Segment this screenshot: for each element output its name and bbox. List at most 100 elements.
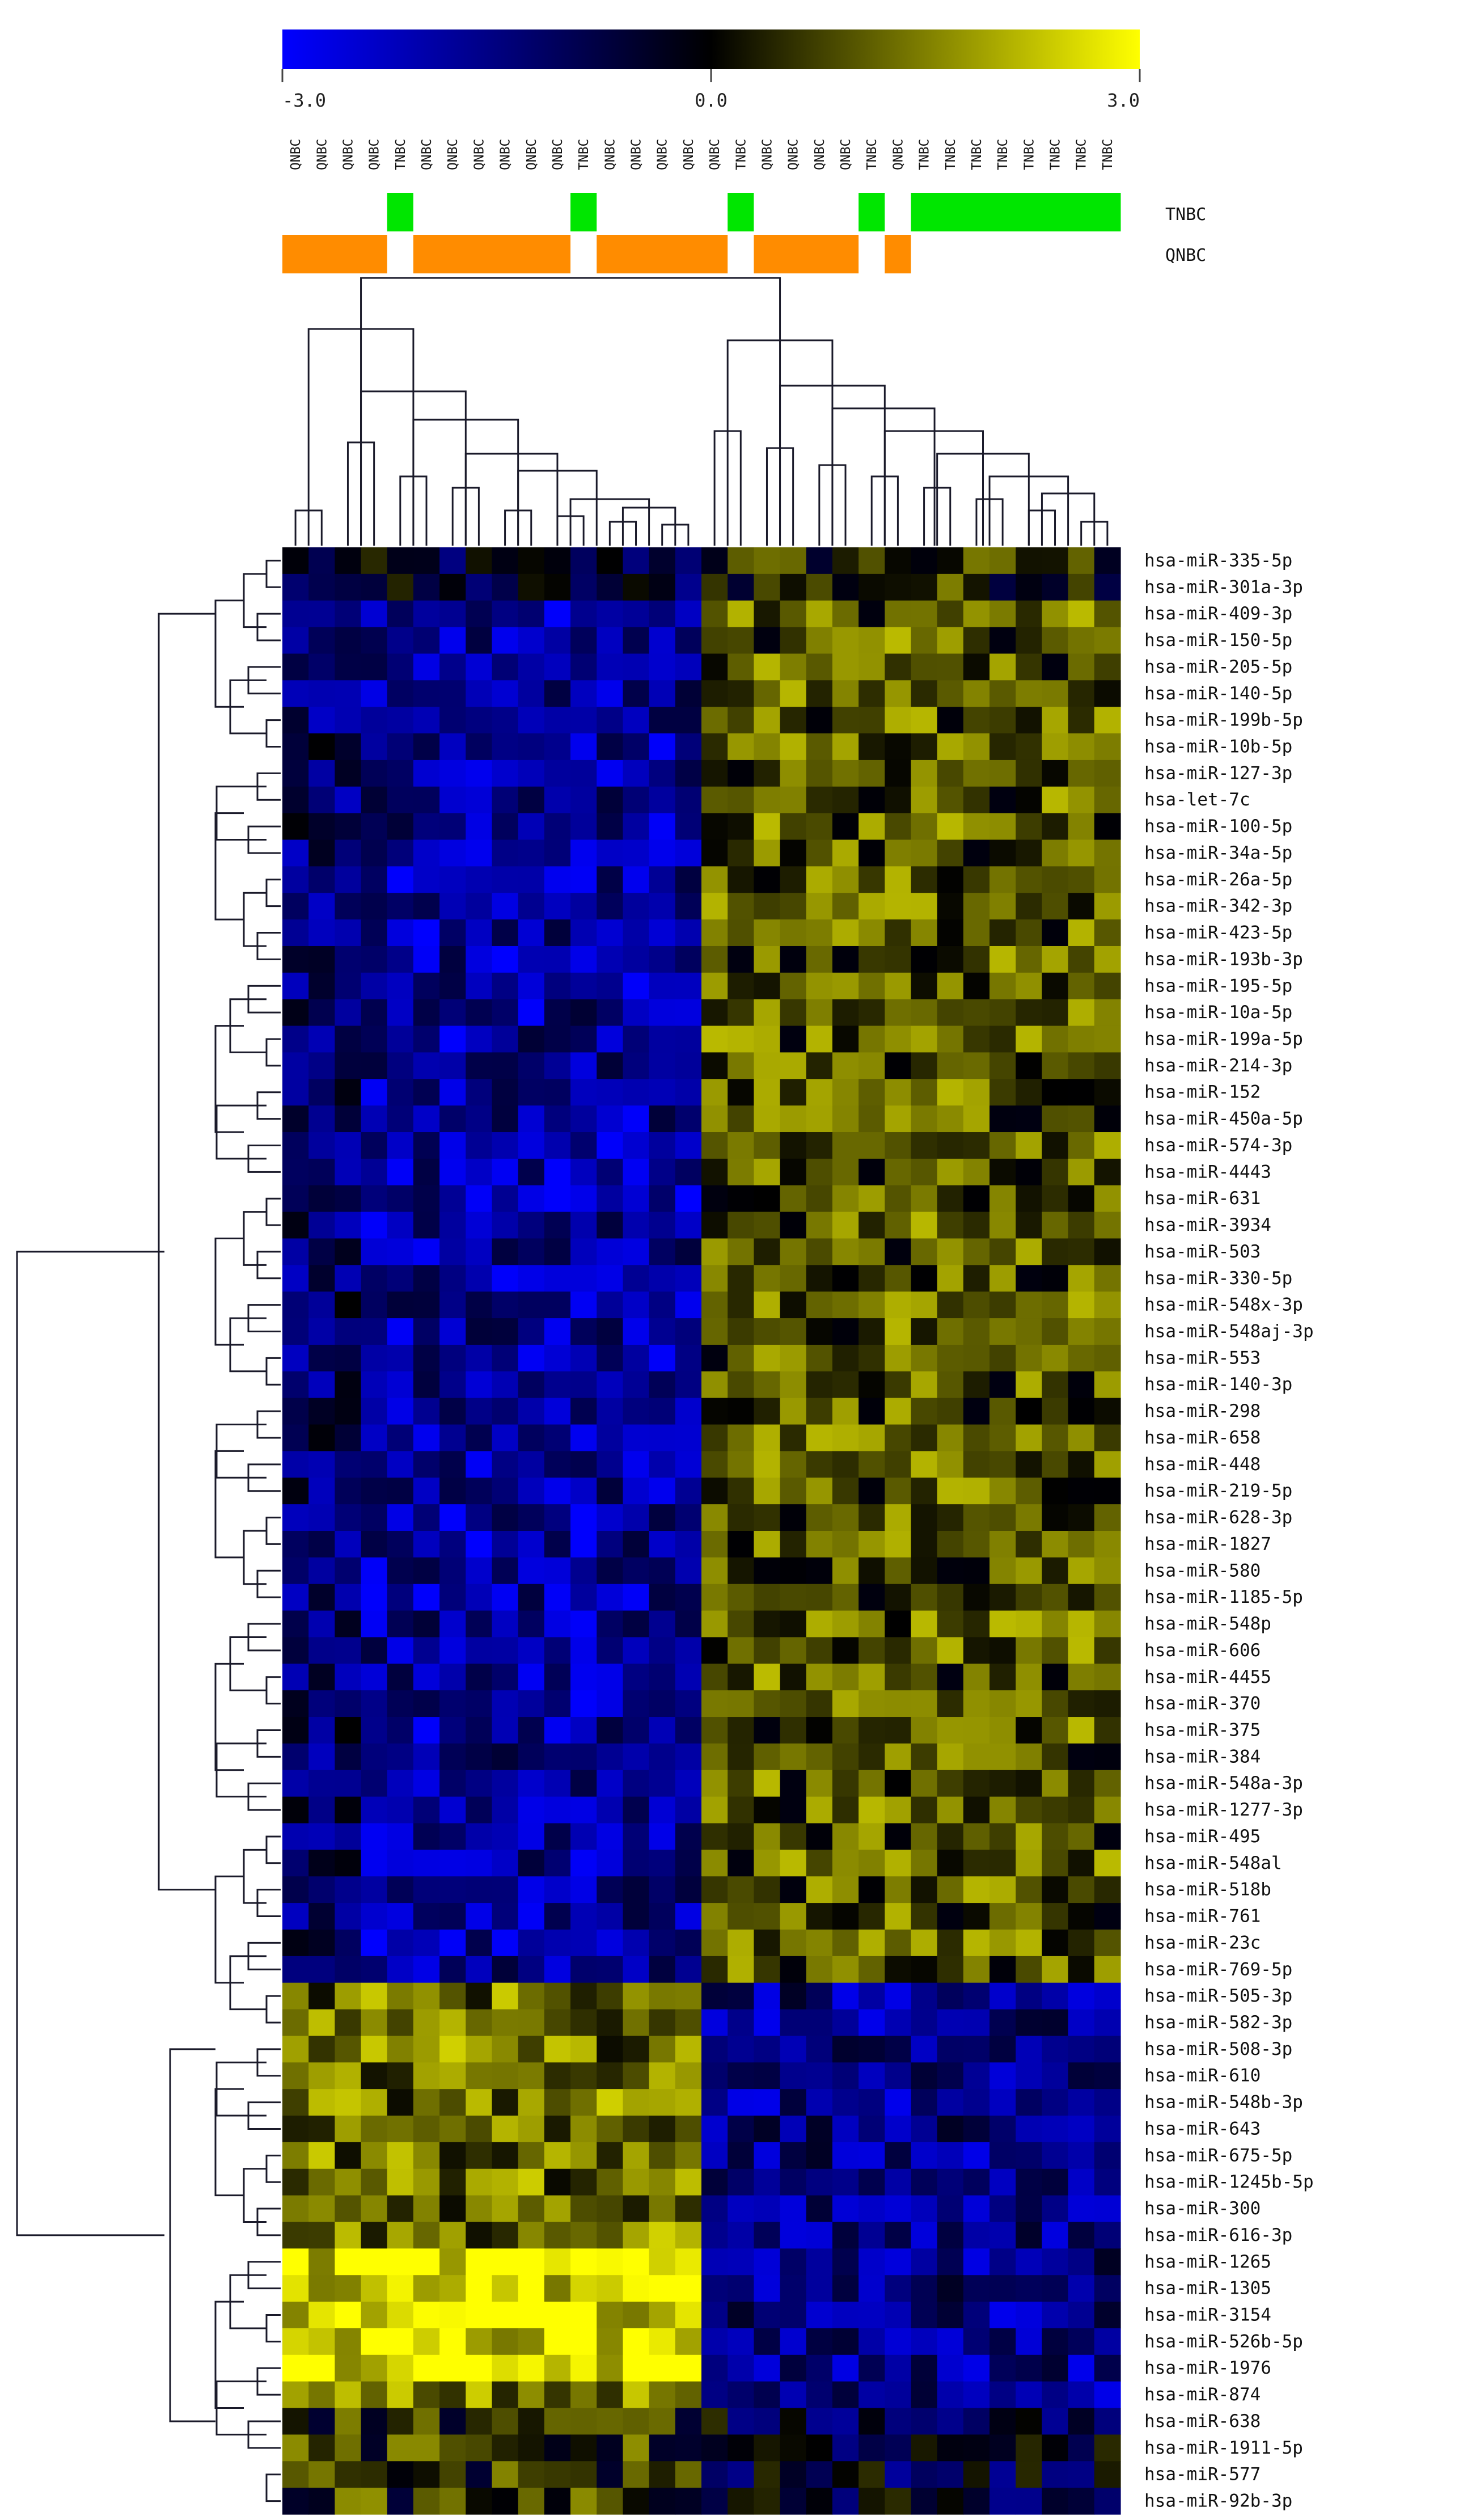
- heatmap-cell: [623, 1478, 650, 1505]
- heatmap-cell: [387, 813, 414, 841]
- heatmap-cell: [780, 945, 807, 973]
- heatmap-cell: [361, 1105, 388, 1133]
- gene-label: hsa-miR-553: [1144, 1348, 1261, 1368]
- heatmap-cell: [544, 1478, 571, 1505]
- heatmap-cell: [570, 547, 597, 575]
- heatmap-cell: [859, 2036, 885, 2063]
- gene-label: hsa-miR-577: [1144, 2464, 1261, 2485]
- heatmap-cell: [570, 1238, 597, 1265]
- tnbc-bar-cell: [1068, 193, 1095, 231]
- heatmap-cell: [701, 972, 728, 1000]
- heatmap-cell: [989, 1929, 1016, 1957]
- sample-label: QNBC: [813, 139, 827, 170]
- heatmap-cell: [335, 1344, 362, 1372]
- heatmap-cell: [466, 1291, 493, 1319]
- heatmap-cell: [387, 707, 414, 734]
- heatmap-cell: [544, 1371, 571, 1399]
- heatmap-cell: [361, 1929, 388, 1957]
- heatmap-cell: [859, 707, 885, 734]
- heatmap-cell: [387, 627, 414, 655]
- heatmap-cell: [885, 1132, 912, 1159]
- heatmap-cell: [963, 627, 990, 655]
- heatmap-cell: [597, 866, 624, 893]
- heatmap-cell: [649, 2488, 676, 2515]
- heatmap-cell: [439, 1079, 466, 1106]
- heatmap-cell: [361, 1956, 388, 1983]
- group-annotation-bars: [282, 193, 1121, 273]
- heatmap-cell: [754, 2195, 781, 2223]
- heatmap-cell: [675, 680, 702, 707]
- heatmap-cell: [989, 2302, 1016, 2329]
- heatmap-cell: [806, 2408, 833, 2435]
- heatmap-cell: [885, 1717, 912, 1744]
- heatmap-cell: [597, 1929, 624, 1957]
- heatmap-cell: [1016, 893, 1043, 920]
- heatmap-cell: [1068, 1557, 1095, 1585]
- heatmap-cell: [1068, 893, 1095, 920]
- heatmap-cell: [335, 2248, 362, 2276]
- heatmap-cell: [518, 1132, 545, 1159]
- heatmap-cell: [335, 2328, 362, 2356]
- heatmap-cell: [361, 1079, 388, 1106]
- heatmap-cell: [597, 1717, 624, 1744]
- heatmap-cell: [518, 1850, 545, 1877]
- heatmap-cell: [335, 1132, 362, 1159]
- heatmap-cell: [597, 2354, 624, 2382]
- heatmap-cell: [1068, 1025, 1095, 1053]
- heatmap-cell: [832, 2195, 859, 2223]
- heatmap-cell: [361, 2302, 388, 2329]
- heatmap-cell: [361, 1212, 388, 1239]
- color-scale-bar: [282, 29, 1140, 69]
- heatmap-cell: [308, 600, 335, 628]
- heatmap-cell: [1094, 945, 1121, 973]
- heatmap-cell: [1094, 919, 1121, 947]
- heatmap-cell: [623, 1584, 650, 1611]
- heatmap-cell: [466, 1956, 493, 1983]
- heatmap-cell: [466, 1398, 493, 1425]
- heatmap-cell: [466, 1451, 493, 1478]
- heatmap-cell: [413, 1504, 440, 1531]
- heatmap-cell: [806, 680, 833, 707]
- heatmap-cell: [728, 1238, 754, 1265]
- heatmap-cell: [387, 2434, 414, 2462]
- heatmap-cell: [308, 1132, 335, 1159]
- heatmap-cell: [832, 759, 859, 787]
- heatmap-cell: [308, 1610, 335, 1638]
- heatmap-cell: [989, 893, 1016, 920]
- heatmap-cell: [492, 1584, 519, 1611]
- heatmap-cell: [439, 945, 466, 973]
- heatmap-cell: [518, 680, 545, 707]
- heatmap-cell: [623, 1371, 650, 1399]
- heatmap-cell: [1068, 1903, 1095, 1930]
- heatmap-cell: [387, 1823, 414, 1850]
- heatmap-cell: [1068, 2036, 1095, 2063]
- heatmap-cell: [439, 2408, 466, 2435]
- heatmap-cell: [832, 1052, 859, 1079]
- heatmap-cell: [1094, 1504, 1121, 1531]
- heatmap-cell: [308, 2275, 335, 2302]
- heatmap-cell: [989, 1478, 1016, 1505]
- heatmap-cell: [911, 2142, 938, 2169]
- heatmap-cell: [361, 1557, 388, 1585]
- heatmap-cell: [1042, 1132, 1069, 1159]
- heatmap-cell: [335, 1610, 362, 1638]
- heatmap-cell: [675, 2036, 702, 2063]
- tnbc-bar-cell: [308, 193, 335, 231]
- heatmap-cell: [859, 786, 885, 814]
- heatmap-cell: [1042, 2036, 1069, 2063]
- heatmap-cell: [806, 653, 833, 681]
- heatmap-cell: [282, 1238, 309, 1265]
- heatmap-cell: [492, 1982, 519, 2010]
- heatmap-cell: [308, 2434, 335, 2462]
- heatmap-cell: [544, 2062, 571, 2090]
- heatmap-cell: [466, 1610, 493, 1638]
- heatmap-cell: [544, 893, 571, 920]
- heatmap-cell: [989, 2354, 1016, 2382]
- heatmap-cell: [466, 759, 493, 787]
- heatmap-cell: [1068, 2195, 1095, 2223]
- heatmap-cell: [754, 733, 781, 761]
- heatmap-cell: [570, 1504, 597, 1531]
- heatmap-cell: [754, 2488, 781, 2515]
- heatmap-cell: [518, 1478, 545, 1505]
- heatmap-cell: [1068, 1610, 1095, 1638]
